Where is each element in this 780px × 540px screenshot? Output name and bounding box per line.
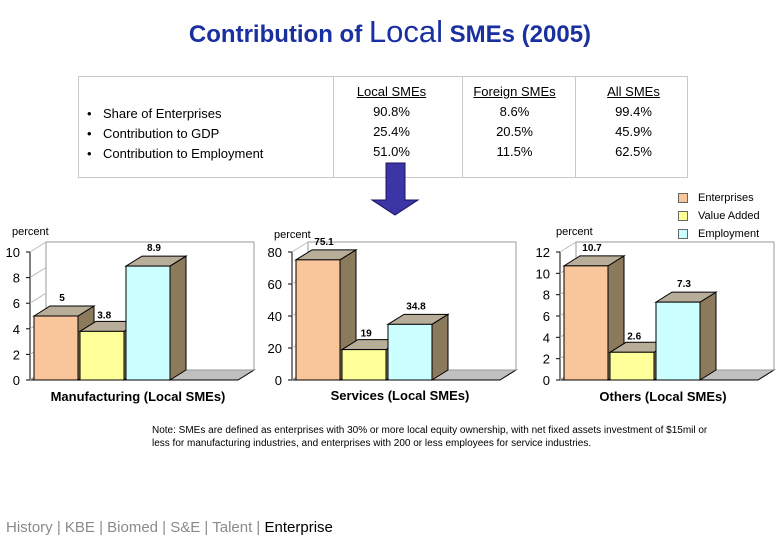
footer-nav: History | KBE | Biomed | S&E | Talent | … <box>6 519 333 536</box>
table-cell: 90.8% <box>373 104 410 119</box>
table-cell: 99.4% <box>615 104 652 119</box>
footer-separator: | <box>52 519 65 536</box>
footer-link-biomed[interactable]: Biomed <box>107 519 159 536</box>
table-cell: 45.9% <box>615 124 652 139</box>
table-cell: 8.6% <box>499 104 530 119</box>
legend-item: Value Added <box>676 208 776 224</box>
y-tick-label: 12 <box>536 245 550 260</box>
bar <box>125 265 171 381</box>
bar <box>655 301 701 381</box>
y-tick-link <box>29 267 47 279</box>
legend-item: Enterprises <box>676 190 776 206</box>
bar <box>609 351 655 381</box>
table-divider <box>575 77 576 177</box>
legend-label: Enterprises <box>698 192 754 204</box>
page-title: Contribution of Local SMEs (2005) <box>188 14 592 49</box>
table-cell: 25.4% <box>373 124 410 139</box>
data-label: 7.3 <box>677 279 691 290</box>
legend-item: Employment <box>676 226 776 242</box>
legend-label: Value Added <box>698 210 760 222</box>
summary-table: Share of Enterprises Contribution to GDP… <box>78 76 688 178</box>
data-label: 19 <box>361 329 373 340</box>
column-header: Local SMEs <box>356 84 427 99</box>
y-tick-label: 4 <box>13 322 20 337</box>
y-axis-label: percent <box>556 226 593 238</box>
chart-title: Manufacturing (Local SMEs) <box>51 389 226 404</box>
data-label: 5 <box>59 293 65 304</box>
y-tick-label: 6 <box>543 309 550 324</box>
footer-separator: | <box>200 519 213 536</box>
legend-swatch <box>678 211 688 221</box>
legend-swatch <box>678 229 688 239</box>
y-tick-label: 0 <box>543 373 550 388</box>
column-local-smes: Local SMEs 90.8% 25.4% 51.0% <box>339 82 444 162</box>
bar-side <box>699 291 717 381</box>
footer-separator: | <box>158 519 171 536</box>
footer-link-kbe[interactable]: KBE <box>64 519 95 536</box>
footer-link-history[interactable]: History <box>6 519 53 536</box>
y-tick-label: 0 <box>13 373 20 388</box>
down-arrow-icon <box>370 162 420 216</box>
column-header: All SMEs <box>607 84 660 99</box>
bar-side <box>431 313 449 381</box>
column-foreign-smes: Foreign SMEs 8.6% 20.5% 11.5% <box>462 82 567 162</box>
table-cell: 20.5% <box>496 124 533 139</box>
data-label: 3.8 <box>97 310 111 321</box>
footer-separator: | <box>252 519 265 536</box>
footer-link-talent[interactable]: Talent <box>212 519 253 536</box>
bar <box>563 265 609 381</box>
y-tick-label: 10 <box>536 266 550 281</box>
table-cell: 11.5% <box>496 144 533 159</box>
bar <box>79 330 125 381</box>
bar <box>295 259 341 381</box>
footer-link-se[interactable]: S&E <box>170 519 201 536</box>
y-tick-label: 8 <box>13 271 20 286</box>
chart-title: Others (Local SMEs) <box>599 389 726 404</box>
y-axis-label: percent <box>12 226 49 238</box>
bar <box>33 315 79 381</box>
y-tick-label: 4 <box>543 330 550 345</box>
data-label: 10.7 <box>582 243 602 254</box>
footer-current-enterprise: Enterprise <box>264 519 333 536</box>
column-all-smes: All SMEs 99.4% 45.9% 62.5% <box>581 82 686 162</box>
data-label: 8.9 <box>147 243 161 254</box>
y-tick-link <box>29 241 47 253</box>
bar <box>341 349 387 381</box>
bar <box>387 323 433 381</box>
y-axis-label: percent <box>274 229 311 241</box>
row-label-enterprises: Share of Enterprises <box>87 104 263 124</box>
y-tick-label: 60 <box>268 277 282 292</box>
y-tick-label: 8 <box>543 288 550 303</box>
legend-swatch <box>678 193 688 203</box>
row-label-gdp: Contribution to GDP <box>87 124 263 144</box>
legend-label: Employment <box>698 228 760 240</box>
table-divider <box>333 77 334 177</box>
y-tick-label: 10 <box>6 245 20 260</box>
column-header: Foreign SMEs <box>473 84 556 99</box>
row-label-employment: Contribution to Employment <box>87 144 263 164</box>
y-tick-link <box>559 241 577 253</box>
y-tick-label: 40 <box>268 309 282 324</box>
y-tick-label: 0 <box>275 373 282 388</box>
y-tick-label: 2 <box>13 347 20 362</box>
table-divider <box>462 77 463 177</box>
table-row-labels: Share of Enterprises Contribution to GDP… <box>87 104 263 164</box>
definition-note: Note: SMEs are defined as enterprises wi… <box>152 425 708 449</box>
table-cell: 62.5% <box>615 144 652 159</box>
y-tick-link <box>29 292 47 304</box>
y-tick-label: 20 <box>268 341 282 356</box>
chart-title: Services (Local SMEs) <box>331 388 470 403</box>
y-tick-link <box>291 241 309 253</box>
bar-side <box>169 255 187 381</box>
footer-separator: | <box>94 519 108 536</box>
y-tick-label: 2 <box>543 352 550 367</box>
data-label: 2.6 <box>627 331 641 342</box>
y-tick-label: 6 <box>13 296 20 311</box>
data-label: 75.1 <box>314 237 334 248</box>
data-label: 34.8 <box>406 301 426 312</box>
y-tick-label: 80 <box>268 245 282 260</box>
table-cell: 51.0% <box>373 144 410 159</box>
